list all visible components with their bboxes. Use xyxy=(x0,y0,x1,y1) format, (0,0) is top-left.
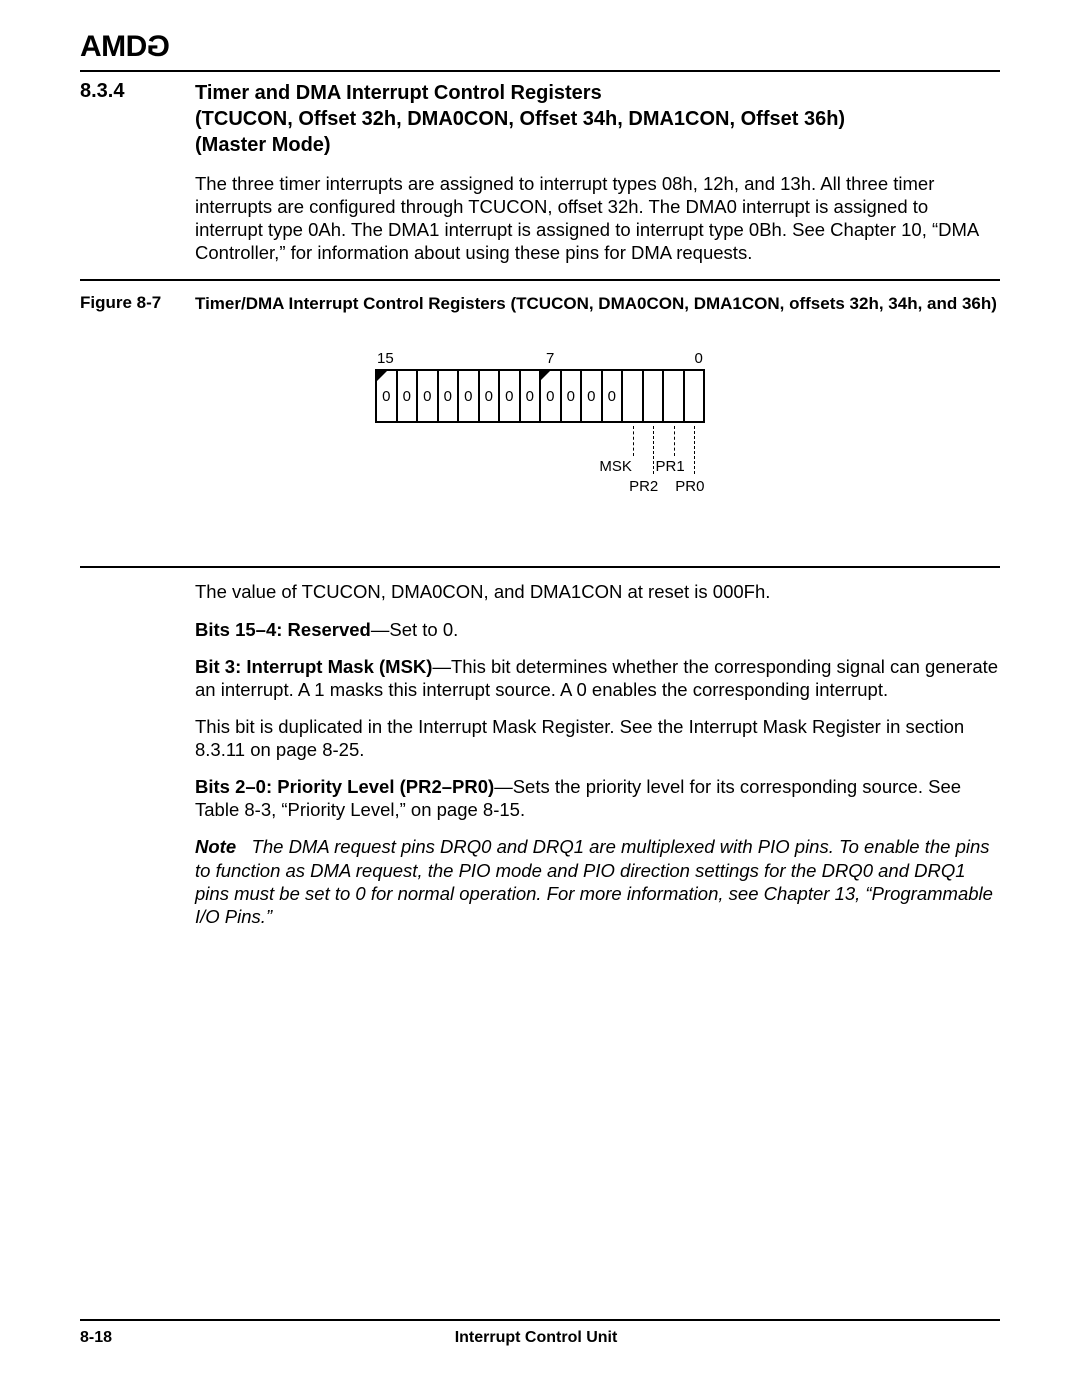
figure-caption-row: Figure 8-7 Timer/DMA Interrupt Control R… xyxy=(80,293,1000,316)
field-pr2: PR2 xyxy=(629,478,658,495)
bit-cell: 0 xyxy=(480,371,501,421)
bits-15-4-label: Bits 15–4: Reserved xyxy=(195,619,371,640)
figure-label: Figure 8-7 xyxy=(80,293,195,316)
bits-15-4-text: —Set to 0. xyxy=(371,619,458,640)
footer-chapter-title: Interrupt Control Unit xyxy=(455,1329,618,1347)
bit-cell xyxy=(664,371,685,421)
bit-label-0: 0 xyxy=(683,350,703,367)
leader-pr2 xyxy=(653,426,654,474)
section-title: Timer and DMA Interrupt Control Register… xyxy=(195,80,845,158)
page-footer: 8-18 Interrupt Control Unit xyxy=(80,1319,1000,1347)
field-pr0: PR0 xyxy=(675,478,704,495)
section-number: 8.3.4 xyxy=(80,80,195,158)
field-msk: MSK xyxy=(599,458,632,475)
bit-cell: 0 xyxy=(459,371,480,421)
bit-cell xyxy=(685,371,704,421)
footer-page-number: 8-18 xyxy=(80,1329,112,1347)
rule-top xyxy=(80,70,1000,72)
rule-footer xyxy=(80,1319,1000,1321)
bit-cell: 0 xyxy=(500,371,521,421)
leader-pr0 xyxy=(694,426,695,474)
intro-paragraph: The three timer interrupts are assigned … xyxy=(195,172,1000,265)
section-title-line-3: (Master Mode) xyxy=(195,132,845,158)
bit-cell: 0 xyxy=(562,371,583,421)
note-paragraph: Note The DMA request pins DRQ0 and DRQ1 … xyxy=(195,835,1000,928)
bits-2-0: Bits 2–0: Priority Level (PR2–PR0)—Sets … xyxy=(195,775,1000,821)
bit-cell: 0 xyxy=(603,371,624,421)
field-pr1: PR1 xyxy=(656,458,685,475)
register-row: 0 0 0 0 0 0 0 0 0 0 0 0 xyxy=(375,369,705,423)
section-title-line-1: Timer and DMA Interrupt Control Register… xyxy=(195,80,845,106)
bit-3-duplicate-text: This bit is duplicated in the Interrupt … xyxy=(195,715,1000,761)
figure-caption: Timer/DMA Interrupt Control Registers (T… xyxy=(195,293,997,316)
bit-index-labels: 15 . . . . . . . 7 . . . . . . 0 xyxy=(375,350,705,367)
bits-15-4: Bits 15–4: Reserved—Set to 0. xyxy=(195,618,1000,641)
bits-2-0-label: Bits 2–0: Priority Level (PR2–PR0) xyxy=(195,776,494,797)
bit-cell: 0 xyxy=(398,371,419,421)
triangle-bit7 xyxy=(540,371,550,381)
field-labels: MSK PR2 PR1 PR0 xyxy=(375,496,705,536)
bit-cell: 0 xyxy=(521,371,542,421)
note-label: Note xyxy=(195,836,236,857)
section-title-line-2: (TCUCON, Offset 32h, DMA0CON, Offset 34h… xyxy=(195,106,845,132)
bit-cell xyxy=(644,371,665,421)
bit-cell: 0 xyxy=(418,371,439,421)
rule-fig-top xyxy=(80,279,1000,281)
bit-label-15: 15 xyxy=(377,350,397,367)
bit-cell: 0 xyxy=(439,371,460,421)
leader-msk xyxy=(633,426,634,456)
register-diagram: 15 . . . . . . . 7 . . . . . . 0 0 0 0 0… xyxy=(375,350,705,536)
amd-logo: AMDG xyxy=(80,30,1000,64)
bit-cell: 0 xyxy=(582,371,603,421)
triangle-bit15 xyxy=(377,371,387,381)
note-text: The DMA request pins DRQ0 and DRQ1 are m… xyxy=(195,836,993,926)
reset-value-text: The value of TCUCON, DMA0CON, and DMA1CO… xyxy=(195,580,1000,603)
bit-cell xyxy=(623,371,644,421)
rule-fig-bottom xyxy=(80,566,1000,568)
leader-pr1 xyxy=(674,426,675,456)
bit-3-label: Bit 3: Interrupt Mask (MSK) xyxy=(195,656,432,677)
bit-label-7: 7 xyxy=(540,350,560,367)
bit-3: Bit 3: Interrupt Mask (MSK)—This bit det… xyxy=(195,655,1000,701)
section-heading: 8.3.4 Timer and DMA Interrupt Control Re… xyxy=(80,80,1000,158)
